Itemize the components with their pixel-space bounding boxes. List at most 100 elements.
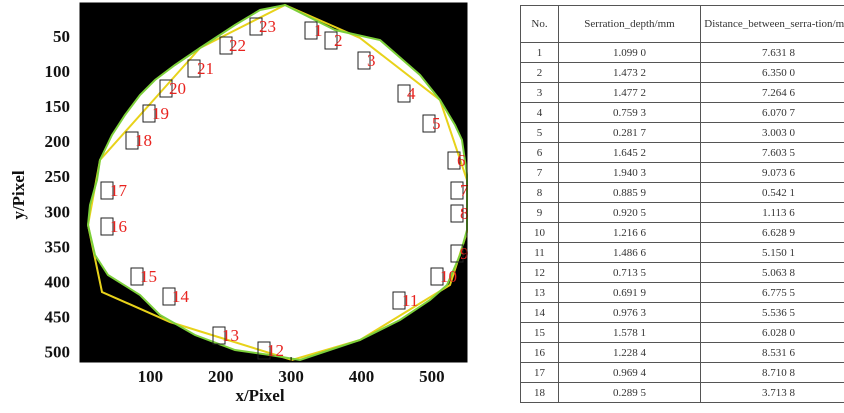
table-cell: 12 [521,263,559,283]
table-cell: 5 [521,123,559,143]
serration-label: 15 [140,267,157,286]
table-cell: 1.113 6 [701,203,844,223]
table-cell: 6.028 0 [701,323,844,343]
serration-label: 12 [267,341,284,360]
serration-label: 17 [110,181,128,200]
table-cell: 0.920 5 [559,203,701,223]
table-cell: 5.536 5 [701,303,844,323]
table-cell: 16 [521,343,559,363]
table-cell: 1.940 3 [559,163,701,183]
table-cell: 2 [521,63,559,83]
serration-label: 14 [172,287,190,306]
table-cell: 0.976 3 [559,303,701,323]
table-cell: 9 [521,203,559,223]
table-cell: 15 [521,323,559,343]
table-cell: 0.281 7 [559,123,701,143]
serration-label: 1 [314,21,323,40]
serration-label: 23 [259,17,276,36]
serration-label: 13 [222,326,239,345]
table-cell: 3.713 8 [701,383,844,403]
serration-label: 21 [197,59,214,78]
page: x/Pixel y/Pixel 123456789101112131415161… [0,0,844,413]
serration-label: 3 [367,51,376,70]
table-row: 61.645 27.603 5 [521,143,844,163]
chart: x/Pixel y/Pixel 123456789101112131415161… [0,0,515,413]
table-cell: 6.070 7 [701,103,844,123]
column-header: Serration_depth/mm [559,6,701,43]
table-cell: 8.531 6 [701,343,844,363]
table-cell: 1.216 6 [559,223,701,243]
x-tick-label: 300 [278,367,304,386]
table-cell: 6.628 9 [701,223,844,243]
y-tick-label: 300 [45,202,71,221]
serration-label: 6 [457,151,466,170]
table-row: 71.940 39.073 6 [521,163,844,183]
table-cell: 13 [521,283,559,303]
serration-label: 2 [334,31,343,50]
table-cell: 0.289 5 [559,383,701,403]
column-header: No. [521,6,559,43]
table-cell: 1.473 2 [559,63,701,83]
table-cell: 18 [521,383,559,403]
serration-label: 22 [229,36,246,55]
table-cell: 5.150 1 [701,243,844,263]
x-tick-label: 200 [208,367,234,386]
serration-label: 4 [407,84,416,103]
table-cell: 6.775 5 [701,283,844,303]
table-cell: 7.603 5 [701,143,844,163]
y-tick-label: 400 [45,272,71,291]
serration-label: 18 [135,131,152,150]
table-cell: 11 [521,243,559,263]
serration-label: 16 [110,217,127,236]
table-cell: 1.099 0 [559,43,701,63]
x-tick-label: 100 [138,367,164,386]
table-cell: 3.003 0 [701,123,844,143]
table-cell: 3 [521,83,559,103]
serration-label: 20 [169,79,186,98]
table-cell: 1 [521,43,559,63]
table-cell: 9.073 6 [701,163,844,183]
table-cell: 0.885 9 [559,183,701,203]
table-cell: 4 [521,103,559,123]
serration-label: 19 [152,104,169,123]
table-cell: 5.063 8 [701,263,844,283]
x-axis-label: x/Pixel [235,386,284,405]
y-tick-label: 450 [45,307,71,326]
y-tick-label: 250 [45,167,71,186]
y-tick-label: 500 [45,342,71,361]
y-tick-label: 150 [45,97,71,116]
table-cell: 0.969 4 [559,363,701,383]
table-cell: 1.228 4 [559,343,701,363]
table-cell: 7.264 6 [701,83,844,103]
y-axis-label: y/Pixel [9,170,28,219]
serration-label: 5 [432,114,441,133]
table-cell: 14 [521,303,559,323]
table-cell: 7 [521,163,559,183]
table-row: 120.713 55.063 8 [521,263,844,283]
table-cell: 6.350 0 [701,63,844,83]
table-cell: 6 [521,143,559,163]
table-cell: 1.578 1 [559,323,701,343]
serration-label: 10 [440,267,457,286]
table-row: 161.228 48.531 6 [521,343,844,363]
table-row: 80.885 90.542 1 [521,183,844,203]
x-tick-label: 500 [419,367,445,386]
table-cell: 1.477 2 [559,83,701,103]
table-cell: 1.486 6 [559,243,701,263]
column-header: Distance_between_serra-tion/mm [701,6,844,43]
y-tick-label: 200 [45,132,71,151]
table-cell: 0.691 9 [559,283,701,303]
y-tick-label: 350 [45,237,71,256]
table-cell: 0.713 5 [559,263,701,283]
table-cell: 0.759 3 [559,103,701,123]
